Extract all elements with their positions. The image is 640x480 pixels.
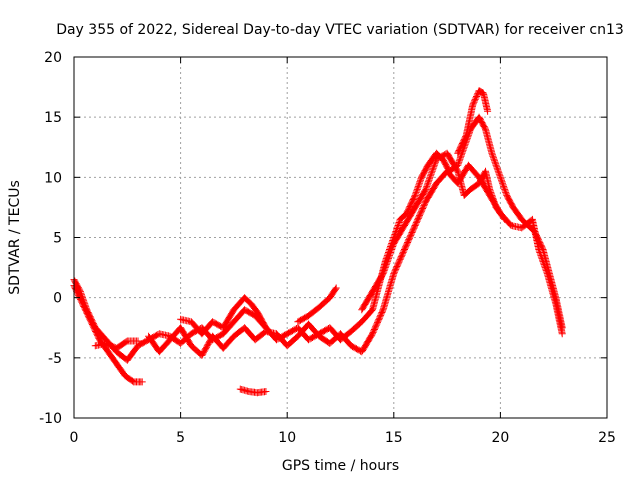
series-track-7 [454, 87, 492, 157]
x-tick-label: 15 [385, 430, 403, 446]
series-markers [91, 337, 142, 352]
y-axis-label: SDTVAR / TECUs [7, 180, 23, 295]
y-tick-label: 5 [53, 231, 62, 247]
y-tick-label: 0 [53, 291, 62, 307]
y-tick-label: -5 [48, 351, 62, 367]
y-tick-label: -10 [39, 411, 62, 427]
series-track-1 [70, 113, 566, 364]
x-tick-label: 5 [176, 430, 185, 446]
x-tick-label: 0 [70, 430, 79, 446]
x-tick-label: 10 [278, 430, 296, 446]
series-track-9 [177, 294, 270, 338]
x-tick-label: 25 [598, 430, 616, 446]
series-track-8 [236, 385, 270, 397]
y-tick-label: 20 [44, 50, 62, 66]
data-series [70, 87, 566, 397]
x-axis-label: GPS time / hours [282, 458, 399, 474]
series-track-6 [294, 284, 340, 326]
chart-title: Day 355 of 2022, Sidereal Day-to-day VTE… [56, 22, 624, 38]
series-track-3 [91, 337, 142, 352]
series-markers [358, 149, 509, 314]
y-tick-label: 10 [44, 170, 62, 186]
series-markers [177, 294, 270, 338]
series-markers [294, 284, 340, 326]
series-markers [454, 87, 492, 157]
axis-ticks: 0 5 10 15 20 25 -10 -5 0 5 10 15 20 [39, 50, 616, 446]
series-track-5 [358, 149, 509, 314]
series-markers [70, 113, 566, 364]
series-markers [236, 385, 270, 397]
grid [74, 57, 607, 418]
x-tick-label: 20 [491, 430, 509, 446]
y-tick-label: 15 [44, 110, 62, 126]
